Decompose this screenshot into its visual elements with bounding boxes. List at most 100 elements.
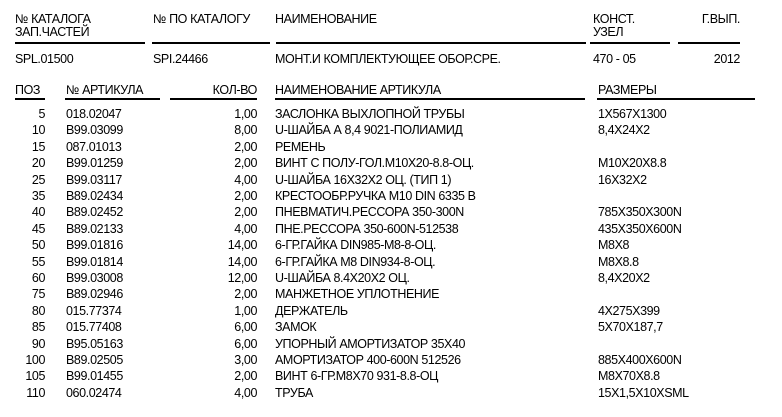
cell-sizes: 16X32X2: [598, 172, 647, 187]
table-row: 5 018.02047 1,00 ЗАСЛОНКА ВЫХЛОПНОЙ ТРУБЫ 1X…: [0, 106, 782, 122]
table-row: 50 B99.01816 14,00 6-ГР.ГАЙКА DIN985-M8-8-О…: [0, 237, 782, 253]
cell-article-name: U-ШАЙБА 8.4X20X2 ОЦ.: [275, 271, 410, 285]
cell-article: B99.01259: [66, 156, 123, 171]
cell-qty: 4,00: [234, 172, 257, 187]
cell-pos: 45: [31, 221, 46, 236]
table-row: 80 015.77374 1,00 ДЕРЖАТЕЛЬ 4X275X399: [0, 303, 782, 319]
cell-sizes: 1X567X1300: [598, 107, 667, 121]
value-by-catalog: SPI.24466: [153, 52, 208, 66]
cell-qty: 12,00: [227, 271, 258, 285]
cell-article: 018.02047: [66, 107, 122, 121]
cell-article: B95.05163: [66, 336, 123, 351]
table-row: 105 B99.01455 2,00 ВИНТ 6-ГР.M8X70 931-8.8-…: [0, 368, 782, 384]
divider: [678, 42, 740, 44]
table-row: 60 B99.03008 12,00 U-ШАЙБА 8.4X20X2 ОЦ. 8,4X…: [0, 270, 782, 286]
divider: [597, 98, 755, 100]
cell-qty: 2,00: [234, 205, 257, 220]
table-row: 25 B99.03117 4,00 U-ШАЙБА 16X32X2 ОЦ. (ТИП …: [0, 172, 782, 188]
cell-pos: 85: [31, 320, 46, 335]
cell-qty: 6,00: [234, 336, 257, 351]
cell-article: B89.02505: [66, 353, 123, 367]
cell-qty: 1,00: [234, 303, 257, 318]
col-header-qty: КОЛ-ВО: [212, 83, 258, 97]
cell-article-name: РЕМЕНЬ: [275, 139, 326, 154]
cell-article-name: 6-ГР.ГАЙКА M8 DIN934-8-ОЦ.: [275, 254, 436, 269]
cell-pos: 15: [31, 139, 46, 154]
cell-article: B89.02946: [66, 287, 123, 302]
cell-article-name: АМОРТИЗАТОР 400-600N 512526: [275, 353, 461, 367]
value-year: 2012: [713, 52, 741, 66]
value-assembly: 470 - 05: [593, 52, 636, 66]
table-row: 110 060.02474 4,00 ТРУБА 15X1,5X10XSML: [0, 385, 782, 401]
cell-sizes: 785X350X300N: [598, 205, 682, 220]
cell-pos: 100: [25, 353, 45, 367]
label-catalog-no-2: ЗАП.ЧАСТЕЙ: [15, 25, 90, 39]
cell-article: B99.01455: [66, 369, 123, 384]
cell-qty: 3,00: [234, 353, 257, 367]
cell-qty: 14,00: [227, 238, 258, 253]
label-assembly-2: УЗЕЛ: [593, 25, 624, 39]
cell-pos: 60: [31, 271, 46, 285]
col-header-article-name: НАИМЕНОВАНИЕ АРТИКУЛА: [275, 83, 441, 97]
table-row: 75 B89.02946 2,00 МАНЖЕТНОЕ УПЛОТНЕНИЕ: [0, 286, 782, 302]
cell-pos: 75: [31, 287, 46, 302]
table-row: 100 B89.02505 3,00 АМОРТИЗАТОР 400-600N 512…: [0, 352, 782, 368]
divider: [152, 42, 270, 44]
col-header-article: № АРТИКУЛА: [66, 83, 144, 97]
table-row: 10 B99.03099 8,00 U-ШАЙБА А 8,4 9021-ПОЛИАМ…: [0, 122, 782, 138]
cell-pos: 110: [26, 385, 45, 400]
cell-article: B89.02434: [66, 189, 123, 203]
cell-sizes: M8X8: [598, 238, 630, 253]
cell-qty: 2,00: [234, 139, 257, 154]
cell-qty: 4,00: [234, 221, 257, 236]
cell-qty: 1,00: [234, 107, 257, 121]
cell-qty: 2,00: [234, 369, 257, 384]
cell-article: 060.02474: [66, 385, 122, 400]
cell-article: B99.03117: [66, 172, 122, 187]
cell-article-name: ПНЕ.РЕССОРА 350-600N-512538: [275, 221, 459, 236]
cell-article-name: КРЕСТООБР.РУЧКА M10 DIN 6335 B: [275, 189, 476, 203]
cell-article: B99.01816: [66, 238, 123, 253]
cell-pos: 25: [31, 172, 46, 187]
cell-qty: 14,00: [227, 254, 258, 269]
cell-article-name: ВИНТ С ПОЛУ-ГОЛ.M10X20-8.8-ОЦ.: [275, 156, 474, 171]
cell-qty: 8,00: [234, 123, 257, 138]
cell-article: B89.02452: [66, 205, 123, 220]
cell-article: B99.03008: [66, 271, 123, 285]
cell-pos: 10: [31, 123, 46, 138]
cell-sizes: 5X70X187,7: [598, 320, 663, 335]
cell-sizes: 8,4X20X2: [598, 271, 650, 285]
table-row: 20 B99.01259 2,00 ВИНТ С ПОЛУ-ГОЛ.M10X20-8.…: [0, 155, 782, 171]
cell-sizes: M8X8.8: [598, 254, 639, 269]
cell-article: 087.01013: [66, 139, 122, 154]
cell-sizes: 885X400X600N: [598, 353, 682, 367]
cell-pos: 20: [31, 156, 46, 171]
cell-article-name: ПНЕВМАТИЧ.РЕССОРА 350-300N: [275, 205, 464, 220]
cell-article: B99.03099: [66, 123, 123, 138]
cell-pos: 40: [31, 205, 46, 220]
cell-article-name: МАНЖЕТНОЕ УПЛОТНЕНИЕ: [275, 287, 440, 302]
table-row: 35 B89.02434 2,00 КРЕСТООБР.РУЧКА M10 DIN 6…: [0, 188, 782, 204]
divider: [590, 42, 670, 44]
divider: [170, 98, 257, 100]
cell-sizes: M8X70X8.8: [598, 369, 660, 384]
cell-article-name: U-ШАЙБА 16X32X2 ОЦ. (ТИП 1): [275, 172, 452, 187]
cell-qty: 2,00: [234, 156, 257, 171]
table-row: 45 B89.02133 4,00 ПНЕ.РЕССОРА 350-600N-5125…: [0, 221, 782, 237]
label-assembly: КОНСТ.: [593, 12, 635, 26]
table-row: 85 015.77408 6,00 ЗАМОК 5X70X187,7: [0, 319, 782, 335]
cell-qty: 2,00: [234, 189, 257, 203]
divider: [276, 42, 586, 44]
cell-article: B99.01814: [66, 254, 123, 269]
table-row: 90 B95.05163 6,00 УПОРНЫЙ АМОРТИЗАТОР 35X40: [0, 336, 782, 352]
label-year: Г.ВЫП.: [701, 12, 741, 26]
table-row: 15 087.01013 2,00 РЕМЕНЬ: [0, 139, 782, 155]
cell-qty: 6,00: [234, 320, 257, 335]
cell-sizes: 15X1,5X10XSML: [598, 385, 689, 400]
cell-sizes: 8,4X24X2: [598, 123, 650, 138]
cell-pos: 55: [31, 254, 46, 269]
label-catalog-no: № КАТАЛОГА: [15, 12, 91, 26]
cell-article-name: ДЕРЖАТЕЛЬ: [275, 303, 348, 318]
cell-article-name: ЗАСЛОНКА ВЫХЛОПНОЙ ТРУБЫ: [275, 107, 465, 121]
